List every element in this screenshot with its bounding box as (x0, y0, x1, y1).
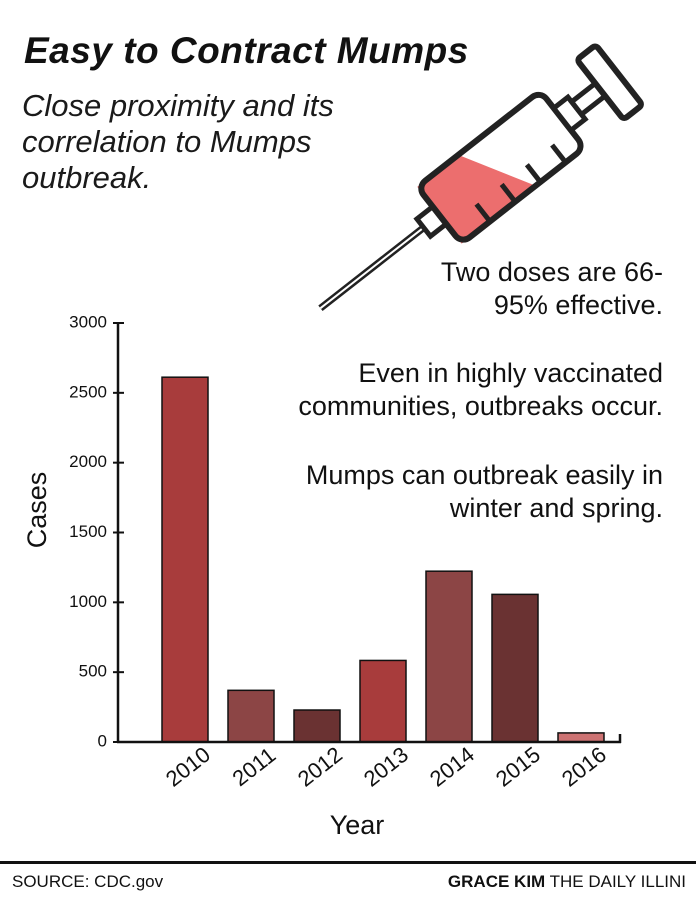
bar-2011 (227, 689, 275, 743)
bar-2013 (359, 659, 407, 743)
bar-2014 (425, 570, 473, 743)
y-tick-label-1500: 1500 (69, 522, 107, 541)
bar-2010 (161, 376, 209, 743)
note-outbreaks: Even in highly vaccinated communities, o… (298, 358, 663, 421)
source-text: SOURCE: CDC.gov (12, 872, 164, 891)
x-tick-label-2013: 2013 (359, 742, 413, 792)
x-tick-label-2010: 2010 (161, 742, 215, 792)
note-effectiveness: Two doses are 66-95% effective. (440, 257, 663, 320)
credit-text: GRACE KIM THE DAILY ILLINI (448, 872, 686, 892)
y-tick-label-500: 500 (79, 662, 107, 681)
bars-group (161, 376, 605, 743)
y-tick-label-2500: 2500 (69, 382, 107, 401)
x-tick-label-2011: 2011 (228, 742, 281, 791)
author-name: GRACE KIM (447, 872, 546, 891)
bar-2012 (293, 709, 341, 743)
y-tick-label-1000: 1000 (69, 592, 107, 611)
x-axis-label: Year (330, 810, 385, 840)
x-tick-label-2012: 2012 (293, 742, 347, 792)
y-tick-label-2000: 2000 (69, 452, 107, 471)
x-axis-ticks: 2010 2011 2012 2013 2014 2015 2016 (161, 742, 611, 792)
y-axis-ticks: 0 500 1000 1500 2000 2500 3000 (69, 312, 124, 750)
page-title: Easy to Contract Mumps (24, 30, 469, 71)
x-tick-label-2016: 2016 (557, 742, 611, 792)
bar-2016 (557, 732, 605, 743)
y-tick-label-0: 0 (98, 731, 107, 750)
publication-name: THE DAILY ILLINI (549, 872, 686, 891)
footer-divider (0, 861, 696, 864)
bar-2015 (491, 593, 539, 743)
x-tick-label-2015: 2015 (491, 742, 545, 792)
x-tick-label-2014: 2014 (425, 742, 479, 792)
syringe-icon (318, 43, 644, 311)
page-subtitle: Close proximity and its correlation to M… (22, 88, 334, 195)
note-seasons: Mumps can outbreak easily in winter and … (305, 460, 663, 523)
y-axis-label: Cases (22, 472, 52, 549)
y-tick-label-3000: 3000 (69, 312, 107, 331)
